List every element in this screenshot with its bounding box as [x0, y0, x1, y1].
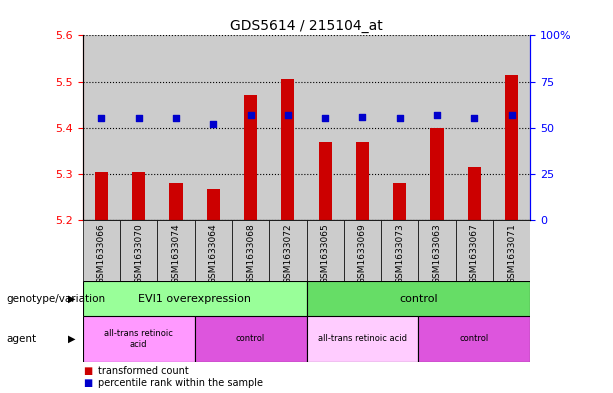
- Bar: [120, 35, 158, 220]
- Bar: [244, 95, 257, 220]
- Text: agent: agent: [6, 334, 36, 344]
- Bar: [468, 167, 481, 220]
- Text: ■: ■: [83, 366, 92, 376]
- Bar: [356, 141, 369, 220]
- Point: [171, 116, 181, 122]
- Bar: [493, 35, 530, 220]
- Bar: [158, 35, 195, 220]
- Text: ▶: ▶: [68, 334, 75, 344]
- Text: GSM1633071: GSM1633071: [507, 223, 516, 284]
- Bar: [455, 220, 493, 281]
- Bar: [158, 220, 195, 281]
- Point: [432, 112, 442, 118]
- Bar: [95, 172, 108, 220]
- Text: control: control: [236, 334, 265, 343]
- Point: [246, 112, 256, 118]
- Bar: [418, 316, 530, 362]
- Text: GSM1633074: GSM1633074: [172, 223, 180, 284]
- Text: control: control: [460, 334, 489, 343]
- Text: GSM1633066: GSM1633066: [97, 223, 106, 284]
- Bar: [83, 35, 120, 220]
- Bar: [120, 220, 158, 281]
- Text: genotype/variation: genotype/variation: [6, 294, 105, 304]
- Bar: [269, 35, 306, 220]
- Bar: [195, 220, 232, 281]
- Text: EVI1 overexpression: EVI1 overexpression: [138, 294, 251, 304]
- Bar: [169, 183, 183, 220]
- Bar: [505, 75, 518, 220]
- Bar: [207, 189, 220, 220]
- Text: GSM1633063: GSM1633063: [433, 223, 441, 284]
- Text: all-trans retinoic
acid: all-trans retinoic acid: [104, 329, 173, 349]
- Point: [395, 116, 405, 122]
- Bar: [269, 220, 306, 281]
- Bar: [306, 281, 530, 316]
- Bar: [430, 128, 444, 220]
- Point: [96, 116, 106, 122]
- Bar: [381, 220, 418, 281]
- Bar: [83, 281, 306, 316]
- Text: GSM1633065: GSM1633065: [321, 223, 330, 284]
- Text: GSM1633064: GSM1633064: [209, 223, 218, 284]
- Bar: [195, 35, 232, 220]
- Point: [320, 116, 330, 122]
- Bar: [306, 35, 344, 220]
- Bar: [195, 316, 306, 362]
- Bar: [232, 35, 269, 220]
- Text: GSM1633068: GSM1633068: [246, 223, 255, 284]
- Text: all-trans retinoic acid: all-trans retinoic acid: [318, 334, 407, 343]
- Point: [208, 121, 218, 127]
- Point: [357, 114, 367, 120]
- Text: ■: ■: [83, 378, 92, 388]
- Bar: [83, 316, 195, 362]
- Text: GSM1633072: GSM1633072: [283, 223, 292, 284]
- Text: GSM1633073: GSM1633073: [395, 223, 404, 284]
- Bar: [319, 141, 332, 220]
- Bar: [393, 183, 406, 220]
- Point: [134, 116, 143, 122]
- Bar: [344, 35, 381, 220]
- Bar: [381, 35, 419, 220]
- Bar: [306, 220, 344, 281]
- Text: GSM1633070: GSM1633070: [134, 223, 143, 284]
- Text: control: control: [399, 294, 438, 304]
- Point: [283, 112, 293, 118]
- Bar: [419, 35, 455, 220]
- Bar: [493, 220, 530, 281]
- Point: [507, 112, 517, 118]
- Bar: [344, 220, 381, 281]
- Bar: [306, 316, 418, 362]
- Bar: [132, 172, 145, 220]
- Text: GSM1633067: GSM1633067: [470, 223, 479, 284]
- Bar: [232, 220, 269, 281]
- Text: percentile rank within the sample: percentile rank within the sample: [98, 378, 263, 388]
- Bar: [83, 220, 120, 281]
- Bar: [418, 220, 455, 281]
- Text: GSM1633069: GSM1633069: [358, 223, 367, 284]
- Bar: [455, 35, 493, 220]
- Text: ▶: ▶: [68, 294, 75, 304]
- Bar: [281, 79, 294, 220]
- Title: GDS5614 / 215104_at: GDS5614 / 215104_at: [230, 19, 383, 33]
- Point: [470, 116, 479, 122]
- Text: transformed count: transformed count: [98, 366, 189, 376]
